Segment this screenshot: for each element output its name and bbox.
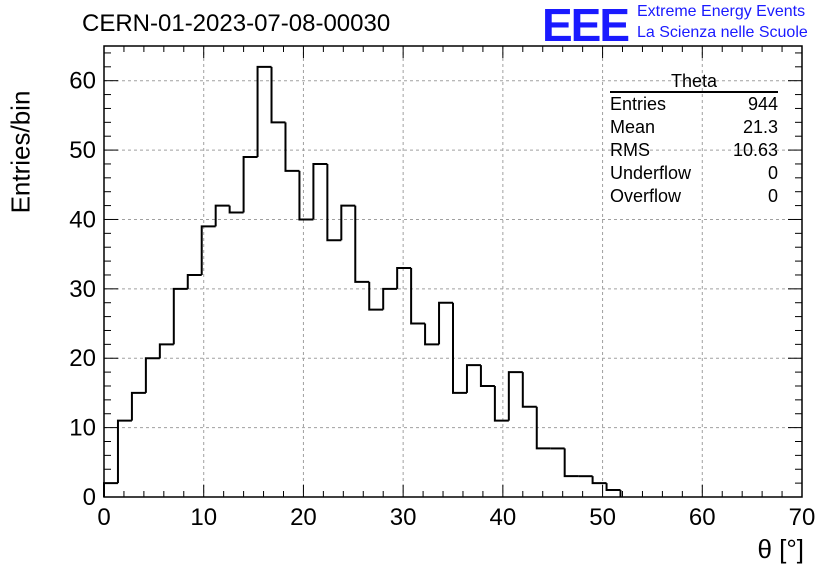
histogram-bin [382, 287, 398, 310]
plot-frame [103, 45, 803, 498]
histogram-bin [563, 448, 579, 478]
histogram-bin [424, 323, 440, 346]
histogram-bin [158, 343, 174, 359]
histogram-bin [144, 357, 160, 393]
histogram-bin [116, 419, 132, 484]
x-tick-label: 30 [390, 504, 417, 531]
x-tick-label: 0 [97, 504, 110, 531]
histogram-bin [521, 372, 537, 408]
histogram-bin [591, 476, 607, 485]
stats-label: Overflow [610, 186, 682, 206]
histogram-bin [103, 482, 118, 497]
stats-value: 10.63 [732, 140, 778, 160]
histogram-bin [284, 122, 300, 172]
y-tick-label: 50 [69, 137, 96, 164]
stats-value: 0 [767, 186, 778, 206]
y-tick-label: 60 [69, 68, 96, 95]
histogram-bin [326, 163, 342, 242]
x-tick-label: 20 [290, 504, 317, 531]
histogram-bin [200, 225, 216, 275]
y-tick-label: 0 [83, 484, 96, 511]
histogram-bin [270, 66, 286, 124]
histogram-bin [605, 483, 621, 492]
stats-box: Theta Entries 944 Mean 21.3 RMS 10.63 Un… [610, 72, 778, 208]
histogram-bin [493, 385, 509, 422]
histogram-bin [368, 281, 384, 311]
y-tick-label: 20 [69, 345, 96, 372]
x-tick-label: 40 [490, 504, 517, 531]
tick-labels: 0 10 20 30 40 50 60 70 0 10 20 30 40 50 60 [69, 68, 815, 531]
y-axis-label-box: Entries/bin [6, 91, 36, 214]
histogram-bin [410, 268, 426, 325]
histogram-bin [396, 267, 412, 289]
histogram-bin [228, 205, 244, 214]
histogram-bin [312, 162, 328, 220]
histogram-bin [354, 205, 370, 283]
histogram-bin [507, 371, 523, 421]
stats-row-entries: Entries 944 [610, 93, 778, 116]
histogram-bin [298, 170, 314, 221]
stats-label: Entries [610, 94, 667, 114]
stats-value: 944 [747, 94, 778, 114]
histogram-bin [130, 391, 146, 421]
y-axis-label: Entries/bin [5, 90, 36, 214]
stats-title: Theta [610, 72, 778, 93]
histogram-bin [438, 301, 453, 345]
axis-ticks [103, 46, 803, 498]
histogram-bin [172, 287, 188, 345]
stats-row-rms: RMS 10.63 [610, 139, 778, 162]
x-axis-label: θ [°] [757, 534, 804, 564]
stats-row-overflow: Overflow 0 [610, 185, 778, 208]
histogram-bin [186, 273, 202, 289]
eee-logo: EEE [542, 0, 630, 51]
stats-label: Underflow [610, 163, 692, 183]
histogram-bars [103, 65, 622, 497]
stats-row-underflow: Underflow 0 [610, 162, 778, 185]
histogram-bin [340, 204, 356, 241]
histogram-bin [214, 204, 230, 227]
x-tick-label: 10 [190, 504, 217, 531]
histogram-bin [256, 65, 272, 158]
histogram-bin [479, 365, 495, 387]
stats-value: 21.3 [742, 117, 778, 137]
stats-label: RMS [610, 140, 650, 160]
stats-row-mean: Mean 21.3 [610, 116, 778, 139]
histogram-bin [465, 364, 481, 393]
x-tick-label: 50 [589, 504, 616, 531]
stats-label: Mean [610, 117, 656, 137]
logo-subtitle-2: La Scienza nelle Scuole [637, 24, 808, 41]
x-tick-label: 60 [689, 504, 716, 531]
y-tick-label: 30 [69, 276, 96, 303]
run-title: CERN-01-2023-07-08-00030 [82, 10, 391, 37]
histogram-bin [242, 156, 258, 213]
y-tick-label: 10 [69, 415, 96, 442]
histogram-bin [535, 406, 551, 450]
histogram-bin [452, 302, 467, 394]
stats-value: 0 [767, 163, 778, 183]
y-tick-label: 40 [69, 206, 96, 233]
logo-subtitle-1: Extreme Energy Events [637, 3, 806, 20]
x-tick-label: 70 [789, 504, 816, 531]
